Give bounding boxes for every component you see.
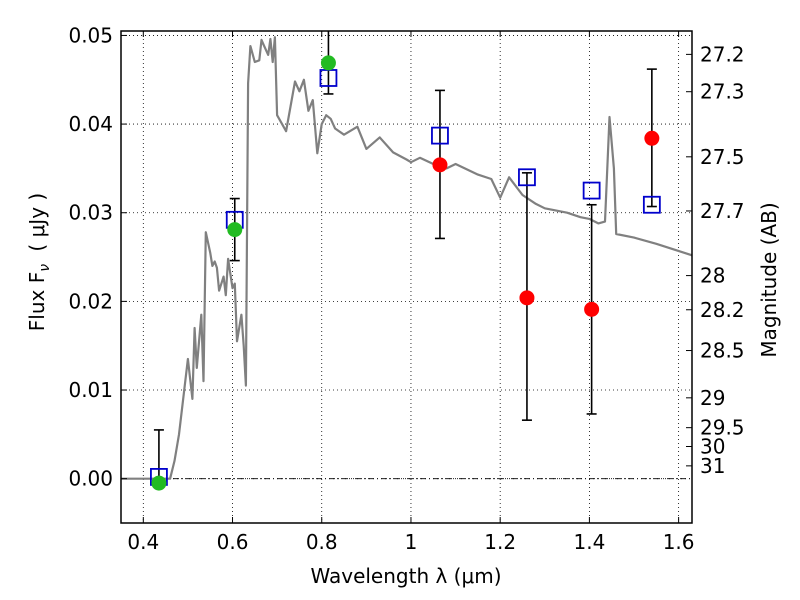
plot-clipped [121,31,692,491]
mag-tick-label: 27.3 [700,80,745,104]
model-photometry-square [431,126,449,145]
x-tick-label: 0.4 [127,530,159,554]
mag-tick-label: 27.5 [700,145,745,169]
mag-tick-label: 27.2 [700,42,745,66]
mag-tick-label: 28 [700,264,725,288]
y-tick-label: 0.05 [68,23,113,47]
x-tick-label: 1.2 [484,530,516,554]
plot-area [121,31,692,491]
right-axis-label: Magnitude (AB) [757,202,781,357]
mag-tick-label: 30 [700,434,725,458]
measurement-point [584,301,600,317]
measurement-point [644,130,660,146]
mag-tick-label: 29 [700,386,725,410]
mag-tick-label: 27.7 [700,199,745,223]
model-photometry-square [582,181,601,200]
y-axis-label-main: Flux F [25,272,49,331]
model-photometry-square [642,195,661,214]
detection-point [320,55,336,71]
x-tick-label: 1 [405,530,418,554]
detection-point [151,475,167,491]
mag-tick-label: 28.2 [700,298,745,322]
model-photometry-square [518,168,536,187]
x-tick-label: 1.6 [663,530,695,554]
y-tick-label: 0.03 [68,201,113,225]
detection-point [227,222,243,238]
x-tick-label: 0.6 [217,530,249,554]
y-axis-label-unit: ( μJy ) [25,193,49,252]
mag-tick-label: 29.5 [700,416,745,440]
x-tick-label: 1.4 [573,530,605,554]
y-tick-label: 0.02 [68,289,113,313]
measurement-point [432,157,448,173]
y-axis-label: Flux Fν ( μJy ) [25,193,53,331]
axis-ticks: 0.4 0.6 0.8 1 1.2 1.4 1.6 0.00 0.01 0.02 0.03 0.04 0… [68,23,744,554]
measurement-point [519,290,535,306]
y-tick-label: 0.01 [68,378,113,402]
plot-frame [120,30,693,524]
y-axis-label-sub: ν [37,264,53,272]
svg-text:Flux Fν ( μJy ): Flux Fν ( μJy ) [25,193,53,331]
mag-tick-label: 31 [700,454,725,478]
grid [121,31,692,523]
mag-tick-label: 28.5 [700,339,745,363]
y-tick-label: 0.00 [68,467,113,491]
x-axis-label: Wavelength λ (μm) [310,564,501,588]
y-tick-label: 0.04 [68,112,113,136]
x-tick-label: 0.8 [306,530,338,554]
